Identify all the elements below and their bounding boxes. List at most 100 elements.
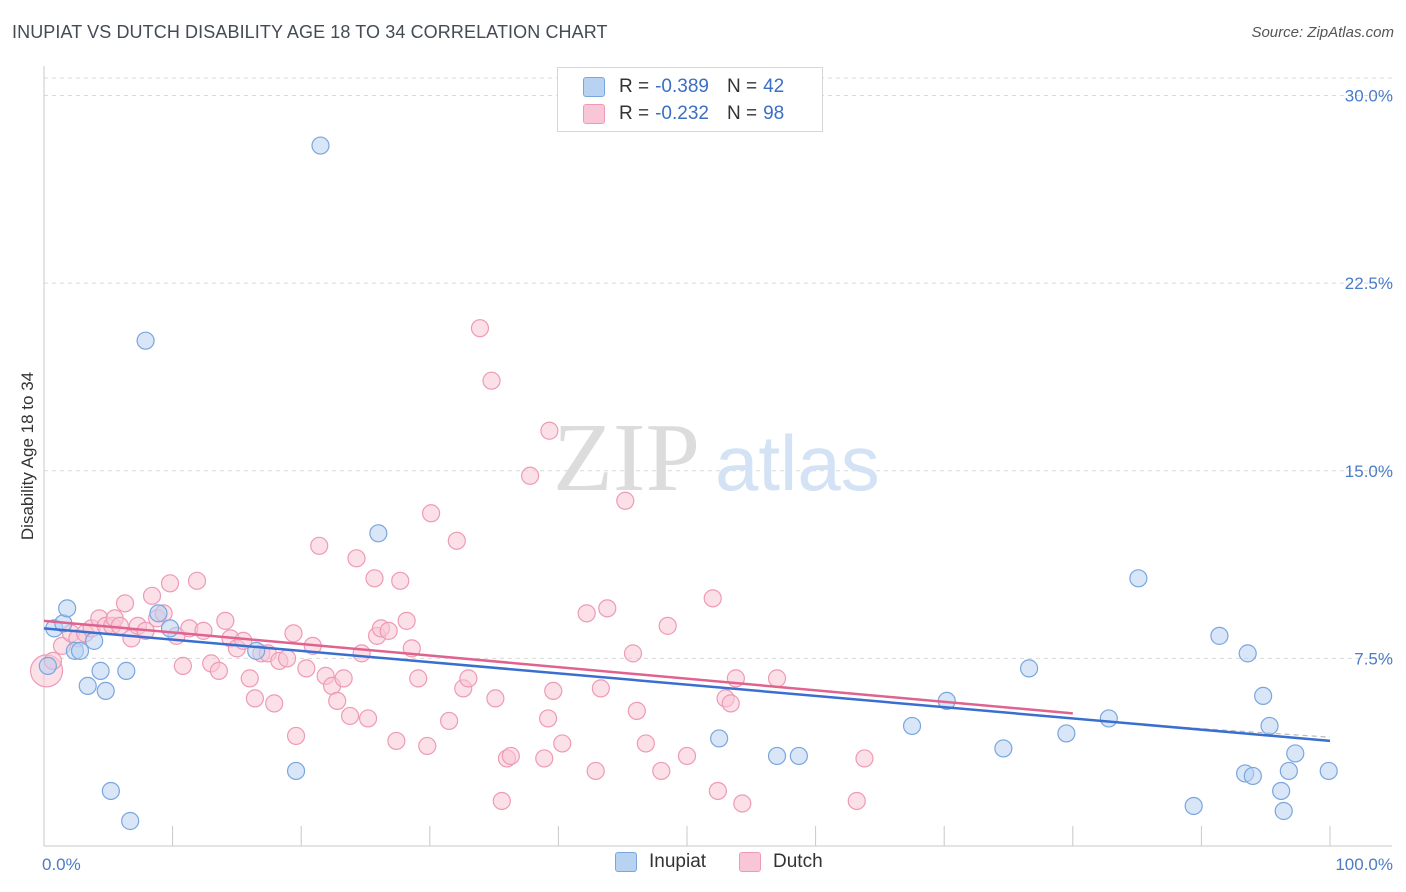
dutch-point xyxy=(767,669,787,688)
dutch-point xyxy=(310,536,329,555)
chart-title: INUPIAT VS DUTCH DISABILITY AGE 18 TO 34… xyxy=(12,22,608,42)
dutch-point xyxy=(240,669,259,688)
inupiat-point xyxy=(1286,744,1305,763)
dutch-point xyxy=(347,549,366,568)
inupiat-trend-line xyxy=(43,627,1331,743)
inupiat-point xyxy=(1184,796,1203,816)
dutch-r-value: -0.232 xyxy=(655,103,709,124)
inupiat-r-value: -0.389 xyxy=(655,76,709,97)
inupiat-point xyxy=(96,681,115,700)
inupiat-point xyxy=(1319,761,1338,781)
inupiat-point xyxy=(101,781,120,801)
dutch-point xyxy=(482,371,501,390)
watermark: ZIP atlas xyxy=(553,404,880,512)
dutch-point xyxy=(636,734,655,753)
inupiat-point xyxy=(1279,761,1298,781)
series-legend: Inupiat Dutch xyxy=(0,851,1406,879)
inupiat-n-label: N = xyxy=(726,76,758,97)
data-points xyxy=(29,136,1338,831)
dutch-point xyxy=(209,661,228,680)
dutch-point xyxy=(439,711,459,731)
dutch-point xyxy=(540,421,559,440)
dutch-point xyxy=(352,644,371,663)
inupiat-point xyxy=(91,661,110,680)
inupiat-point xyxy=(767,746,787,766)
dutch-point xyxy=(142,586,162,605)
inupiat-point xyxy=(311,136,330,155)
inupiat-point xyxy=(1099,709,1118,728)
inupiat-point xyxy=(70,641,90,660)
dutch-point xyxy=(358,709,378,728)
dutch-point xyxy=(245,689,265,708)
legend-row-dutch: R = -0.232 N = 98 xyxy=(558,100,784,128)
dutch-point xyxy=(677,746,697,766)
inupiat-point xyxy=(1129,569,1148,588)
dutch-point xyxy=(553,734,572,753)
inupiat-swatch xyxy=(583,77,605,97)
dutch-point xyxy=(703,589,722,608)
dutch-point xyxy=(539,709,558,728)
legend-item-inupiat[interactable]: Inupiat xyxy=(615,851,706,873)
dutch-n-value: 98 xyxy=(763,103,785,124)
inupiat-r-label: R = xyxy=(619,76,650,97)
y-tick-label: 15.0% xyxy=(1345,462,1393,481)
dutch-point xyxy=(216,611,235,630)
inupiat-legend-label: Inupiat xyxy=(649,851,707,872)
dutch-point xyxy=(328,691,347,711)
dutch-point xyxy=(721,694,740,713)
dutch-point xyxy=(284,624,303,643)
source-label: Source: ZipAtlas.com xyxy=(1251,24,1394,41)
inupiat-point xyxy=(247,641,266,660)
inupiat-point xyxy=(78,676,97,695)
dutch-point xyxy=(387,731,406,751)
dutch-trend-line xyxy=(43,619,1073,715)
inupiat-point xyxy=(149,604,168,623)
dutch-point xyxy=(340,706,360,726)
dutch-point xyxy=(277,649,297,668)
dutch-point xyxy=(535,749,554,768)
dutch-point xyxy=(658,616,677,635)
dutch-point xyxy=(286,726,306,746)
dutch-point xyxy=(627,701,646,721)
dutch-point xyxy=(652,761,671,781)
dutch-point xyxy=(586,761,605,781)
dutch-point xyxy=(847,791,866,811)
dutch-point xyxy=(623,644,643,663)
y-tick-label: 30.0% xyxy=(1345,87,1393,106)
dutch-legend-label: Dutch xyxy=(773,851,823,872)
inupiat-point xyxy=(1274,801,1293,821)
trend-lines xyxy=(43,619,1331,743)
inupiat-point xyxy=(1019,659,1039,678)
inupiat-point xyxy=(994,739,1013,758)
dutch-point xyxy=(486,689,505,708)
dutch-point xyxy=(501,746,520,766)
inupiat-point xyxy=(710,729,729,748)
inupiat-point xyxy=(286,761,306,781)
inupiat-legend-swatch xyxy=(615,852,637,872)
inupiat-point xyxy=(902,716,922,736)
watermark-atlas: atlas xyxy=(715,419,880,507)
inupiat-point xyxy=(1254,686,1273,706)
dutch-point xyxy=(160,574,180,593)
y-tick-label: 7.5% xyxy=(1354,649,1393,668)
inupiat-point xyxy=(160,619,180,638)
inupiat-point xyxy=(1210,626,1229,645)
dutch-point xyxy=(855,749,874,768)
y-tick-label: 22.5% xyxy=(1345,274,1393,293)
dutch-point xyxy=(365,569,384,588)
x-tick-label: 0.0% xyxy=(42,855,81,874)
dutch-n-label: N = xyxy=(726,103,758,124)
dutch-point xyxy=(409,669,428,688)
dutch-point xyxy=(334,669,353,688)
dutch-point xyxy=(492,791,511,811)
grid-lines xyxy=(44,77,1392,659)
dutch-point xyxy=(115,594,135,613)
correlation-legend: R = -0.389 N = 42 R = -0.232 N = 98 xyxy=(557,67,823,132)
inupiat-point xyxy=(1260,716,1279,736)
axes xyxy=(43,66,1392,847)
dutch-point xyxy=(708,781,727,801)
dutch-point xyxy=(447,531,466,550)
inupiat-point xyxy=(121,811,140,831)
legend-item-dutch[interactable]: Dutch xyxy=(739,851,823,873)
